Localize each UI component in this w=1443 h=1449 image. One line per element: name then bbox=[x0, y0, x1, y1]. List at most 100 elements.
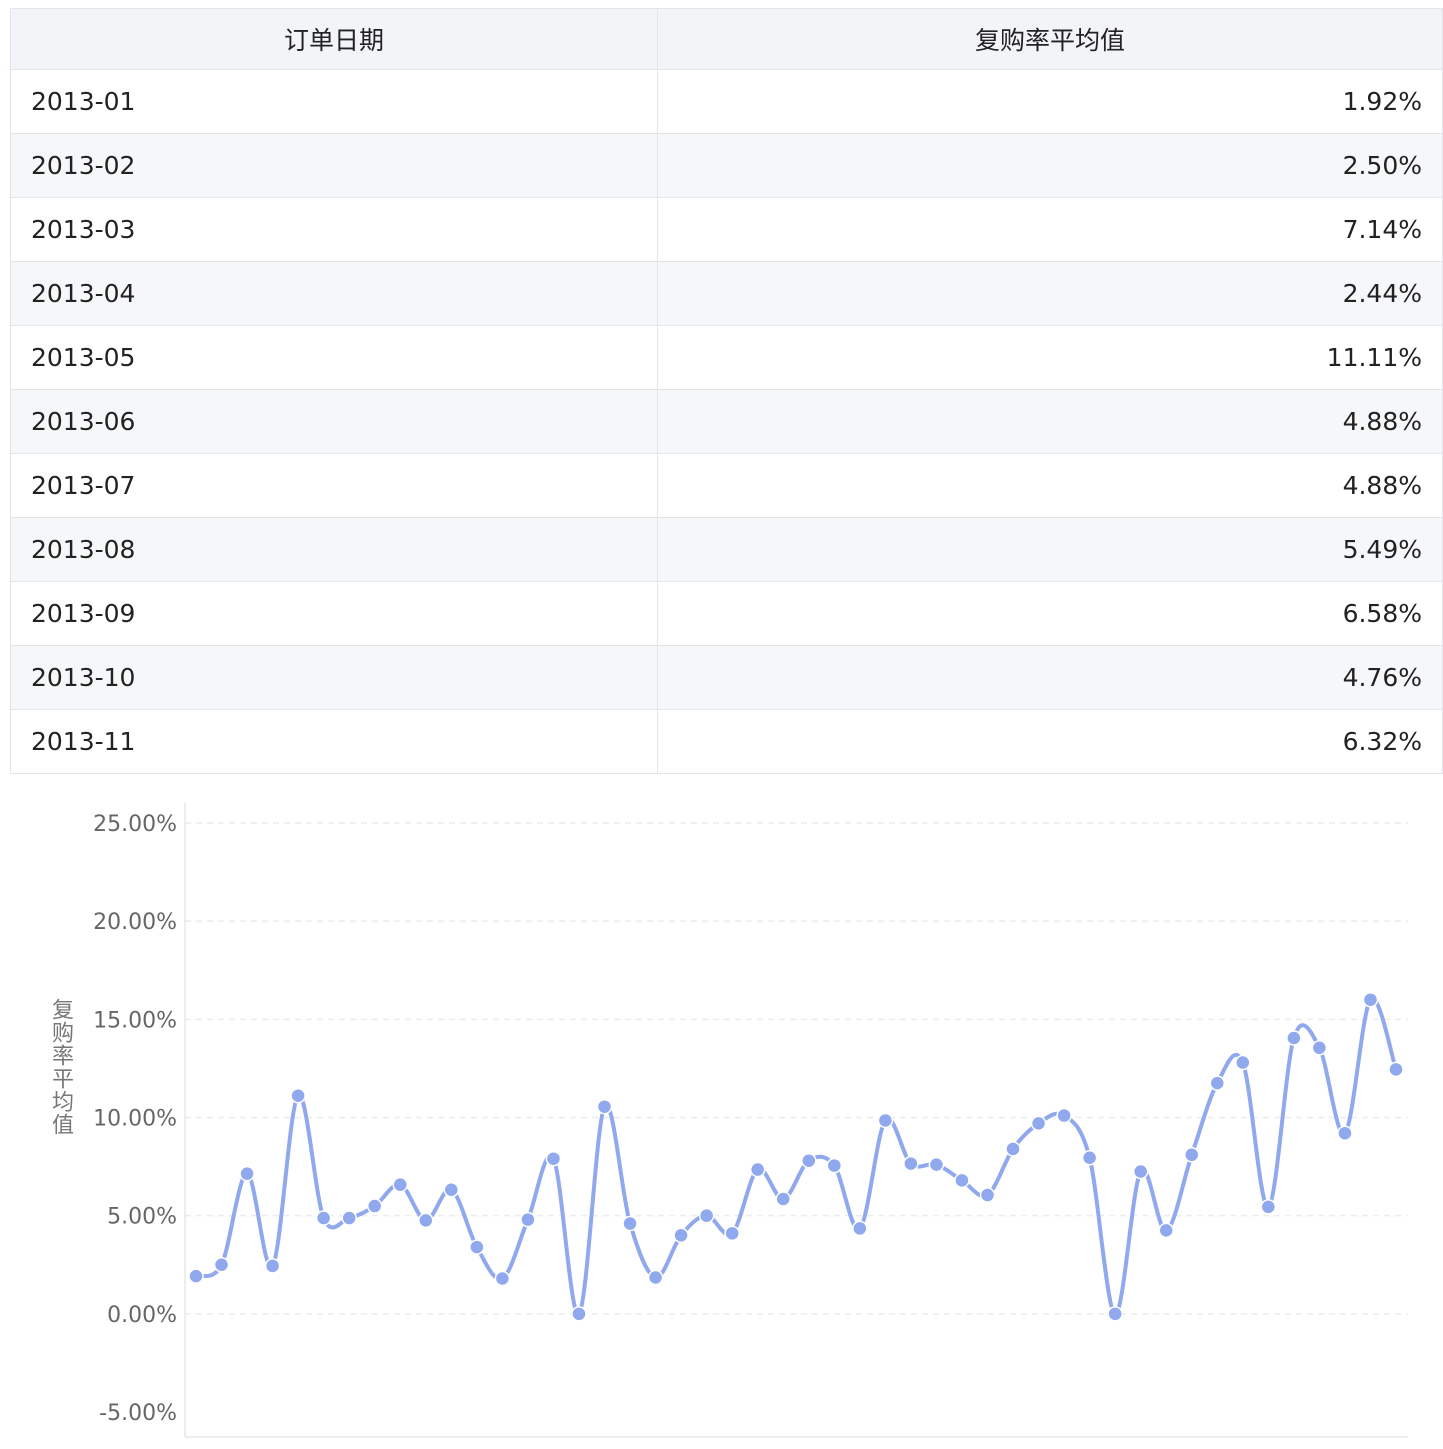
data-point[interactable] bbox=[341, 1210, 357, 1226]
data-point[interactable] bbox=[443, 1182, 460, 1198]
table-row: 2013-03 7.14% bbox=[10, 197, 1443, 262]
data-point[interactable] bbox=[1337, 1125, 1353, 1141]
data-point[interactable] bbox=[1107, 1306, 1123, 1322]
data-point[interactable] bbox=[1081, 1149, 1098, 1166]
data-point[interactable] bbox=[596, 1098, 613, 1115]
data-point[interactable] bbox=[1260, 1199, 1277, 1215]
data-point[interactable] bbox=[1311, 1040, 1328, 1056]
series-line bbox=[194, 996, 1398, 1316]
y-tick-label: -5.00% bbox=[99, 1401, 177, 1426]
y-tick-label: 0.00% bbox=[107, 1303, 177, 1328]
y-tick-labels: -5.00% 0.00% 5.00% 10.00% 15.00% 20.00% 25.00% bbox=[93, 812, 177, 1426]
data-point[interactable] bbox=[290, 1087, 306, 1104]
data-point[interactable] bbox=[954, 1172, 970, 1189]
table-row: 2013-07 4.88% bbox=[10, 453, 1443, 518]
data-point[interactable] bbox=[392, 1176, 409, 1193]
y-axis-label: 复购率平均值 bbox=[52, 999, 74, 1139]
table-row: 2013-10 4.76% bbox=[10, 645, 1443, 710]
data-point[interactable] bbox=[213, 1257, 230, 1273]
data-point[interactable] bbox=[1209, 1075, 1226, 1091]
cell-value: 5.49% bbox=[657, 517, 1443, 582]
data-points bbox=[188, 991, 1404, 1322]
table-row: 2013-04 2.44% bbox=[10, 261, 1443, 326]
cell-date: 2013-10 bbox=[10, 645, 658, 710]
data-point[interactable] bbox=[1388, 1061, 1404, 1078]
table-row: 2013-09 6.58% bbox=[10, 581, 1443, 646]
column-header-repurchase-rate[interactable]: 复购率平均值 bbox=[657, 8, 1443, 70]
data-point[interactable] bbox=[1056, 1107, 1072, 1124]
grid-lines bbox=[185, 822, 1408, 1315]
data-point[interactable] bbox=[366, 1198, 383, 1214]
line-chart-svg: -5.00% 0.00% 5.00% 10.00% 15.00% 20.00% 25.00%… bbox=[52, 803, 1408, 1438]
y-tick-label: 10.00% bbox=[93, 1107, 177, 1132]
y-tick-label: 5.00% bbox=[107, 1205, 177, 1230]
y-tick-label: 25.00% bbox=[93, 812, 177, 837]
data-point[interactable] bbox=[1183, 1147, 1200, 1163]
data-point[interactable] bbox=[903, 1155, 919, 1172]
cell-date: 2013-05 bbox=[10, 325, 658, 390]
cell-value: 1.92% bbox=[657, 69, 1443, 134]
cell-date: 2013-03 bbox=[10, 197, 658, 262]
axes bbox=[184, 803, 1408, 1438]
table-row: 2013-02 2.50% bbox=[10, 133, 1443, 198]
cell-value: 4.88% bbox=[657, 453, 1443, 518]
cell-date: 2013-08 bbox=[10, 517, 658, 582]
y-tick-label: 15.00% bbox=[93, 1008, 177, 1033]
data-point[interactable] bbox=[622, 1215, 638, 1232]
data-point[interactable] bbox=[698, 1207, 715, 1224]
data-point[interactable] bbox=[469, 1239, 485, 1255]
data-point[interactable] bbox=[1286, 1030, 1302, 1046]
data-point[interactable] bbox=[673, 1227, 689, 1244]
cell-date: 2013-06 bbox=[10, 389, 658, 454]
cell-value: 6.32% bbox=[657, 709, 1443, 774]
data-table: 订单日期 复购率平均值 2013-01 1.92% 2013-02 2.50% 20… bbox=[10, 8, 1443, 774]
table-row: 2013-08 5.49% bbox=[10, 517, 1443, 582]
data-point[interactable] bbox=[1132, 1163, 1149, 1180]
data-point[interactable] bbox=[494, 1270, 511, 1287]
data-point[interactable] bbox=[520, 1211, 536, 1228]
data-point[interactable] bbox=[928, 1156, 945, 1173]
data-point[interactable] bbox=[775, 1191, 791, 1207]
table-row: 2013-01 1.92% bbox=[10, 69, 1443, 134]
data-point[interactable] bbox=[239, 1165, 255, 1182]
data-point[interactable] bbox=[877, 1112, 894, 1129]
table-row: 2013-06 4.88% bbox=[10, 389, 1443, 454]
cell-date: 2013-04 bbox=[10, 261, 658, 326]
data-point[interactable] bbox=[1362, 991, 1379, 1008]
data-point[interactable] bbox=[264, 1258, 281, 1274]
data-point[interactable] bbox=[545, 1150, 562, 1167]
cell-date: 2013-11 bbox=[10, 709, 658, 774]
cell-value: 2.44% bbox=[657, 261, 1443, 326]
cell-date: 2013-07 bbox=[10, 453, 658, 518]
cell-date: 2013-01 bbox=[10, 69, 658, 134]
table-row: 2013-05 11.11% bbox=[10, 325, 1443, 390]
cell-value: 7.14% bbox=[657, 197, 1443, 262]
cell-value: 6.58% bbox=[657, 581, 1443, 646]
data-point[interactable] bbox=[418, 1212, 434, 1229]
cell-value: 4.76% bbox=[657, 645, 1443, 710]
data-point[interactable] bbox=[1030, 1115, 1047, 1132]
column-header-date[interactable]: 订单日期 bbox=[10, 8, 658, 70]
table-row: 2013-11 6.32% bbox=[10, 709, 1443, 774]
data-point[interactable] bbox=[1158, 1222, 1174, 1239]
data-point[interactable] bbox=[315, 1210, 332, 1226]
line-chart: -5.00% 0.00% 5.00% 10.00% 15.00% 20.00% 25.00%… bbox=[0, 775, 1443, 1445]
data-point[interactable] bbox=[1235, 1054, 1251, 1071]
data-point[interactable] bbox=[188, 1268, 204, 1284]
data-point[interactable] bbox=[801, 1152, 817, 1169]
table-header-row: 订单日期 复购率平均值 bbox=[10, 8, 1443, 70]
data-point[interactable] bbox=[749, 1161, 766, 1178]
data-point[interactable] bbox=[826, 1157, 843, 1174]
data-point[interactable] bbox=[852, 1220, 868, 1237]
cell-value: 11.11% bbox=[657, 325, 1443, 390]
data-point[interactable] bbox=[647, 1269, 664, 1286]
y-tick-label: 20.00% bbox=[93, 910, 177, 935]
cell-value: 4.88% bbox=[657, 389, 1443, 454]
cell-date: 2013-09 bbox=[10, 581, 658, 646]
data-point[interactable] bbox=[1005, 1141, 1021, 1157]
data-point[interactable] bbox=[979, 1187, 996, 1203]
cell-date: 2013-02 bbox=[10, 133, 658, 198]
cell-value: 2.50% bbox=[657, 133, 1443, 198]
data-point[interactable] bbox=[571, 1306, 587, 1322]
data-point[interactable] bbox=[724, 1225, 740, 1242]
